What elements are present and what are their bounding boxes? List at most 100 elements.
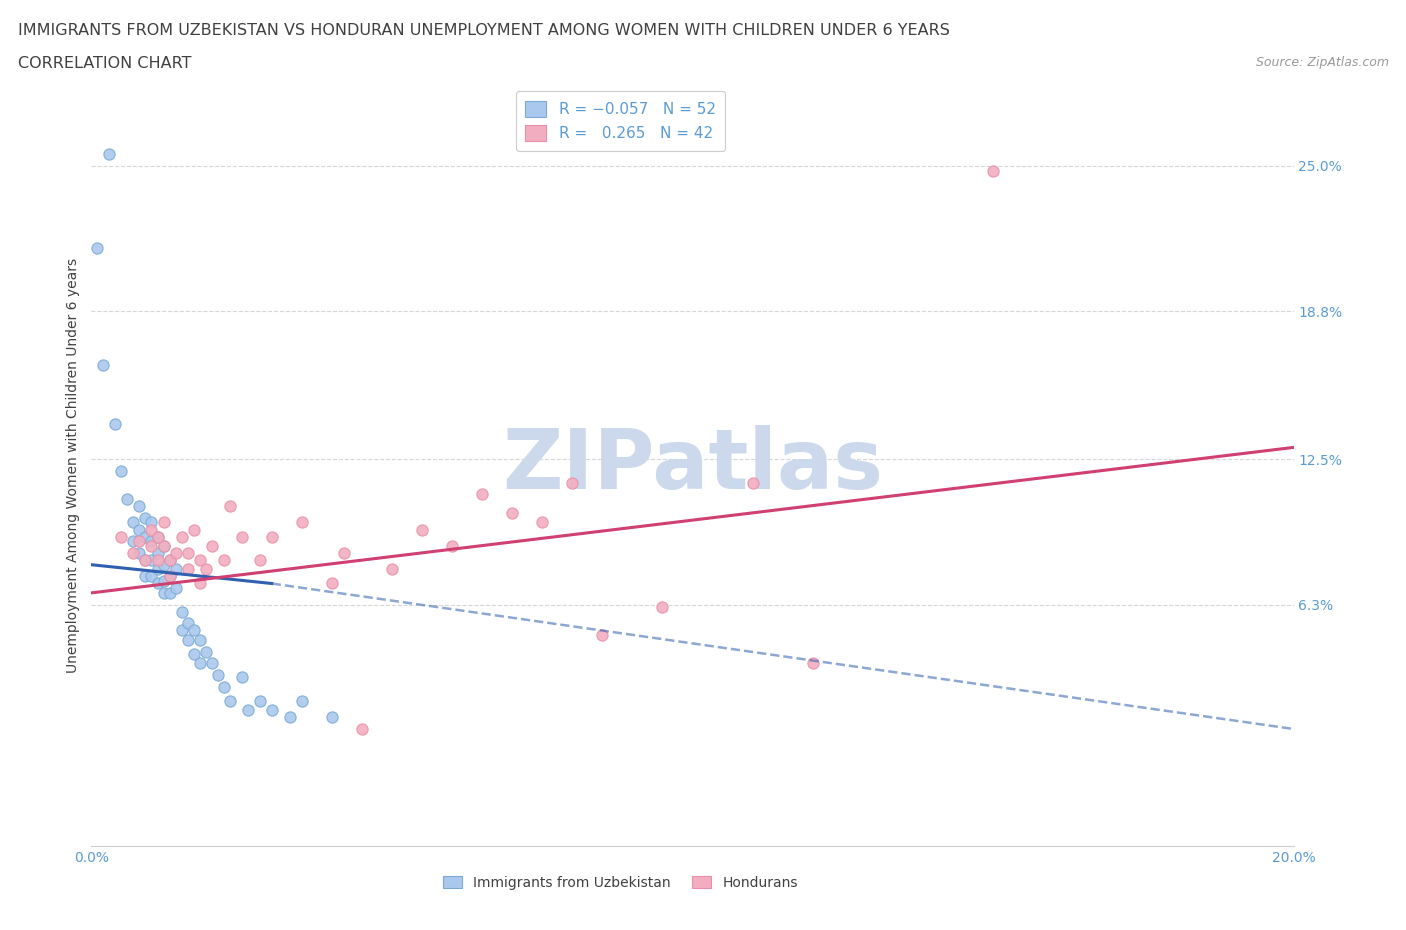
Point	[260, 529, 283, 544]
Point	[165, 546, 187, 561]
Point	[183, 646, 205, 661]
Point	[141, 515, 163, 530]
Point	[278, 710, 301, 724]
Point	[411, 522, 433, 537]
Point	[471, 487, 494, 502]
Point	[141, 522, 163, 537]
Point	[128, 534, 150, 549]
Point	[381, 562, 404, 577]
Point	[176, 632, 198, 647]
Point	[159, 569, 181, 584]
Point	[141, 569, 163, 584]
Point	[194, 562, 217, 577]
Point	[146, 576, 169, 591]
Point	[212, 679, 235, 694]
Point	[176, 562, 198, 577]
Point	[176, 616, 198, 631]
Point	[128, 522, 150, 537]
Text: IMMIGRANTS FROM UZBEKISTAN VS HONDURAN UNEMPLOYMENT AMONG WOMEN WITH CHILDREN UN: IMMIGRANTS FROM UZBEKISTAN VS HONDURAN U…	[18, 23, 950, 38]
Point	[170, 623, 193, 638]
Point	[134, 569, 156, 584]
Point	[501, 506, 523, 521]
Point	[333, 546, 356, 561]
Point	[146, 552, 169, 567]
Point	[134, 511, 156, 525]
Point	[231, 670, 253, 684]
Point	[141, 552, 163, 567]
Point	[152, 538, 174, 553]
Point	[146, 529, 169, 544]
Y-axis label: Unemployment Among Women with Children Under 6 years: Unemployment Among Women with Children U…	[66, 258, 80, 672]
Point	[122, 534, 145, 549]
Point	[207, 668, 229, 683]
Point	[86, 241, 108, 256]
Point	[152, 538, 174, 553]
Point	[183, 623, 205, 638]
Point	[159, 569, 181, 584]
Point	[141, 534, 163, 549]
Point	[188, 632, 211, 647]
Point	[236, 703, 259, 718]
Point	[159, 552, 181, 567]
Point	[128, 498, 150, 513]
Point	[741, 475, 763, 490]
Point	[152, 557, 174, 572]
Point	[212, 552, 235, 567]
Point	[350, 722, 373, 737]
Point	[146, 546, 169, 561]
Point	[146, 529, 169, 544]
Point	[291, 515, 314, 530]
Point	[188, 576, 211, 591]
Point	[152, 586, 174, 601]
Point	[591, 628, 613, 643]
Point	[801, 656, 824, 671]
Point	[110, 463, 132, 478]
Point	[165, 562, 187, 577]
Point	[218, 498, 240, 513]
Point	[201, 656, 224, 671]
Point	[159, 552, 181, 567]
Point	[176, 546, 198, 561]
Point	[260, 703, 283, 718]
Point	[159, 586, 181, 601]
Point	[128, 546, 150, 561]
Text: CORRELATION CHART: CORRELATION CHART	[18, 56, 191, 71]
Point	[134, 552, 156, 567]
Point	[321, 710, 343, 724]
Point	[531, 515, 554, 530]
Text: Source: ZipAtlas.com: Source: ZipAtlas.com	[1256, 56, 1389, 69]
Point	[981, 163, 1004, 178]
Point	[170, 529, 193, 544]
Point	[194, 644, 217, 659]
Point	[134, 529, 156, 544]
Point	[165, 580, 187, 595]
Point	[104, 417, 127, 432]
Point	[93, 358, 115, 373]
Point	[134, 552, 156, 567]
Text: ZIPatlas: ZIPatlas	[502, 424, 883, 506]
Point	[152, 515, 174, 530]
Point	[201, 538, 224, 553]
Point	[152, 574, 174, 589]
Point	[170, 604, 193, 619]
Point	[651, 600, 673, 615]
Point	[141, 538, 163, 553]
Point	[218, 694, 240, 709]
Point	[188, 552, 211, 567]
Point	[231, 529, 253, 544]
Point	[122, 546, 145, 561]
Point	[117, 492, 139, 507]
Point	[98, 147, 121, 162]
Point	[249, 552, 271, 567]
Point	[188, 656, 211, 671]
Point	[440, 538, 463, 553]
Point	[321, 576, 343, 591]
Legend: Immigrants from Uzbekistan, Hondurans: Immigrants from Uzbekistan, Hondurans	[436, 869, 804, 897]
Point	[291, 694, 314, 709]
Point	[249, 694, 271, 709]
Point	[561, 475, 583, 490]
Point	[183, 522, 205, 537]
Point	[146, 562, 169, 577]
Point	[122, 515, 145, 530]
Point	[110, 529, 132, 544]
